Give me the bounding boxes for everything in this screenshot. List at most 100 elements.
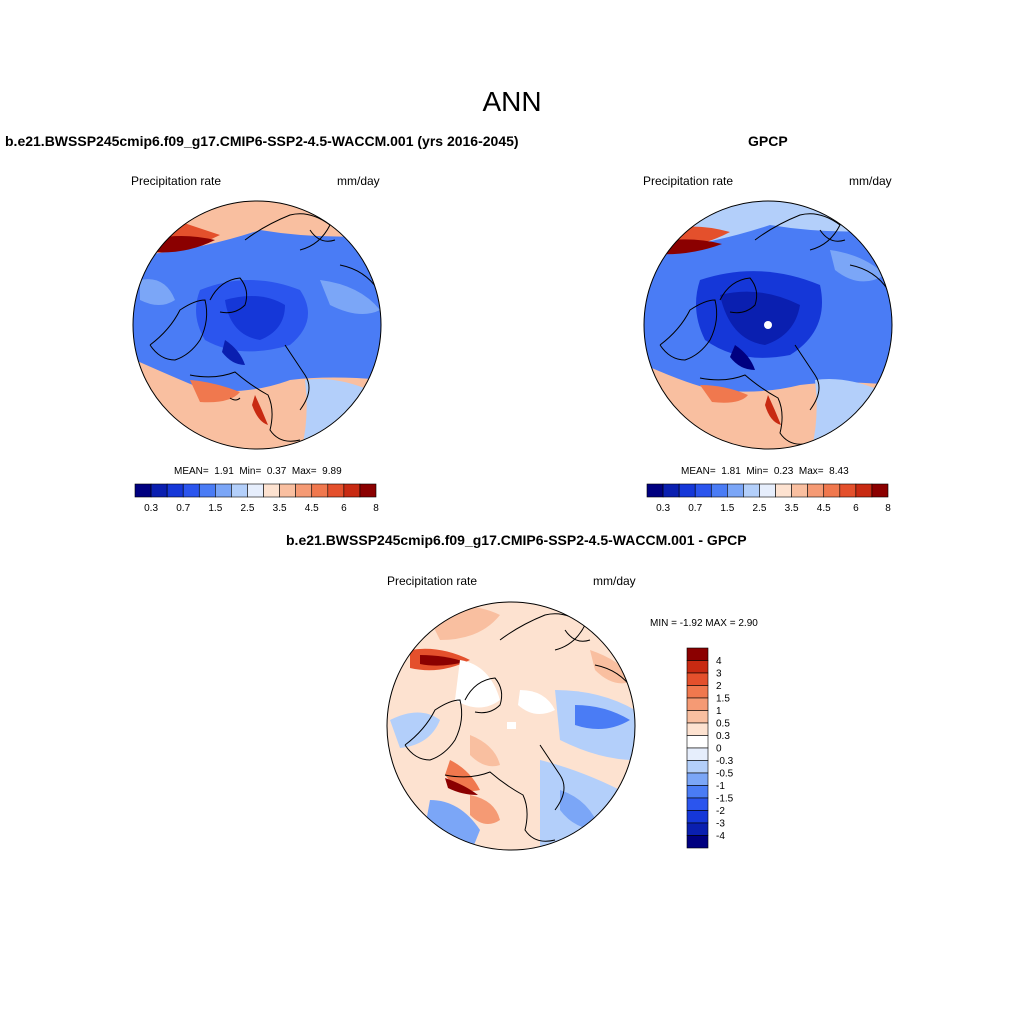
colorbar-swatch [694,483,712,498]
panel3-units-label: mm/day [593,574,636,588]
map2-boundary [643,200,893,450]
colorbar-tick-label: -0.3 [716,756,734,767]
map2-pole-missing [764,321,772,329]
colorbar-swatch [710,483,728,498]
colorbar-swatch [823,483,841,498]
colorbar-swatch [839,483,857,498]
colorbar-swatch [662,483,680,498]
colorbar-tick-label: 2.5 [753,503,767,514]
colorbar-swatch [327,483,345,498]
colorbar-swatch [646,483,664,498]
colorbar-tick-label: 1.5 [720,503,734,514]
panel1-variable-label: Precipitation rate [131,174,222,188]
colorbar-tick-label: 0.3 [716,731,730,742]
colorbar-tick-label: 3.5 [273,503,287,514]
panel2-title: GPCP [748,133,788,149]
colorbar-swatch [295,483,313,498]
colorbar-swatch [686,697,709,711]
colorbar-swatch [359,483,377,498]
colorbar-swatch [182,483,200,498]
colorbar-tick-label: 0.3 [144,503,158,514]
colorbar-tick-label: 1 [716,706,722,717]
panel1-max-value: 9.89 [322,466,342,477]
colorbar-tick-label: 0.7 [688,503,702,514]
colorbar-tick-label: 1.5 [208,503,222,514]
colorbar-swatch [150,483,168,498]
panel1-colorbar: 0.3 0.7 1.5 2.5 3.5 4.5 6 8 [134,483,379,514]
colorbar-swatch [686,672,709,686]
colorbar-swatch [686,760,709,774]
colorbar-swatch [686,822,709,836]
colorbar-tick-label: 2 [716,681,722,692]
colorbar-tick-label: 6 [853,503,859,514]
colorbar-tick-label: 8 [373,503,379,514]
colorbar-swatch [166,483,184,498]
panel3-stats: MIN = -1.92 MAX = 2.90 [650,618,758,629]
colorbar-swatch [215,483,232,498]
panel1-title: b.e21.BWSSP245cmip6.f09_g17.CMIP6-SSP2-4… [5,133,519,149]
colorbar-tick-label: 2.5 [241,503,255,514]
map-difference [387,602,635,850]
colorbar-swatch [686,810,709,824]
colorbar-tick-label: 0 [716,744,722,755]
colorbar-swatch [775,483,792,498]
colorbar-swatch [686,722,709,736]
panel2-stats: MEAN= 1.81 Min= 0.23 Max= 8.43 [681,466,849,477]
map3-boundary [386,601,636,851]
panel1-mean-label: MEAN= [174,466,209,477]
panel2-min-value: 0.23 [773,466,794,477]
colorbar-swatch [134,483,152,498]
colorbar-tick-label: 6 [341,503,347,514]
colorbar-swatch [727,483,744,498]
panel3-colorbar: 4 32 1.51 0.50.3 0-0.3 -0.5-1 -1.5-2 -3-4 [686,647,734,849]
panel2-max-value: 8.43 [829,466,849,477]
panel2-mean-label: MEAN= [681,466,716,477]
colorbar-swatch [198,483,216,498]
panel2-min-label: Min= [746,466,769,477]
colorbar-swatch [855,483,873,498]
colorbar-swatch [678,483,696,498]
colorbar-tick-label: 4.5 [817,503,831,514]
map1-boundary [132,200,382,450]
panel1-mean-value: 1.91 [214,466,234,477]
panel1-min-value: 0.37 [266,466,287,477]
panel2-mean-value: 1.81 [721,466,741,477]
colorbar-swatch [686,710,709,724]
colorbar-swatch [686,835,709,849]
colorbar-swatch [247,483,264,498]
colorbar-tick-label: -1.5 [716,794,734,805]
panel2-colorbar: 0.3 0.7 1.5 2.5 3.5 4.5 6 8 [646,483,891,514]
colorbar-tick-label: 3 [716,669,722,680]
colorbar-tick-label: 0.3 [656,503,670,514]
panel1-stats: MEAN= 1.91 Min= 0.37 Max= 9.89 [174,466,342,477]
colorbar-swatch [759,483,776,498]
panel2-units-label: mm/day [849,174,892,188]
panel3-title: b.e21.BWSSP245cmip6.f09_g17.CMIP6-SSP2-4… [286,532,747,548]
colorbar-tick-label: 0.7 [176,503,190,514]
colorbar-swatch [686,647,709,661]
colorbar-swatch [807,483,825,498]
colorbar-swatch [871,483,889,498]
colorbar-swatch [686,785,709,799]
colorbar-swatch [263,483,280,498]
colorbar-tick-label: 4.5 [305,503,319,514]
colorbar-tick-label: -0.5 [716,769,734,780]
colorbar-swatch [343,483,361,498]
colorbar-swatch [231,483,248,498]
map3-pole-missing [507,722,516,729]
map2-coastlines [659,213,889,445]
colorbar-tick-label: -2 [716,806,725,817]
panel1-max-label: Max= [291,466,317,477]
colorbar-swatch [686,660,709,674]
panel1-units-label: mm/day [337,174,380,188]
colorbar-swatch [311,483,329,498]
colorbar-tick-label: -1 [716,781,725,792]
colorbar-tick-label: 0.5 [716,719,730,730]
colorbar-tick-label: -4 [716,831,725,842]
main-title: ANN [482,86,542,117]
colorbar-swatch [686,797,709,811]
colorbar-swatch [686,747,709,761]
colorbar-swatch [743,483,760,498]
colorbar-swatch [279,483,296,498]
